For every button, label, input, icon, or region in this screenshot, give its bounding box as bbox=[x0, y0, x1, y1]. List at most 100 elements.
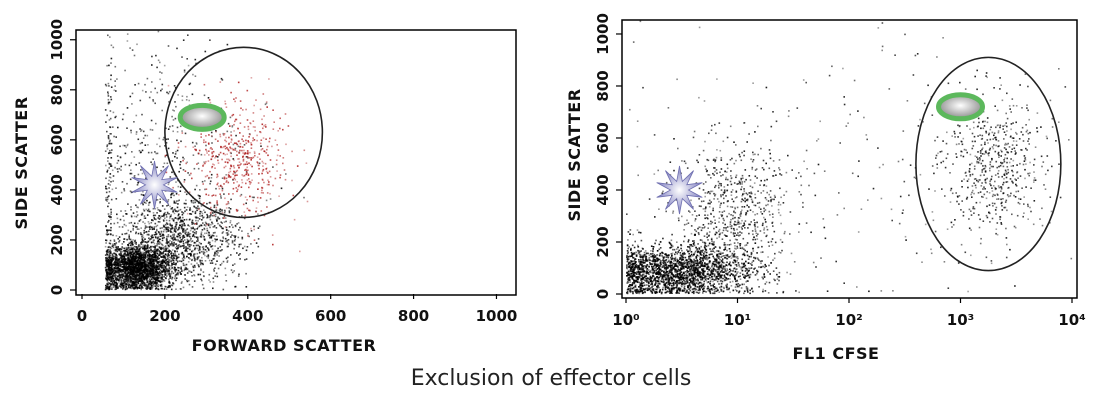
data-point bbox=[224, 267, 227, 270]
data-point bbox=[183, 255, 185, 257]
data-point bbox=[197, 226, 199, 229]
data-point bbox=[223, 133, 226, 135]
data-point bbox=[208, 273, 211, 276]
data-point bbox=[197, 205, 199, 207]
data-point bbox=[159, 233, 161, 235]
data-point bbox=[166, 11, 168, 13]
data-point bbox=[162, 214, 165, 216]
data-point bbox=[140, 265, 142, 267]
data-point bbox=[200, 234, 203, 236]
data-point bbox=[179, 241, 181, 244]
data-point bbox=[208, 223, 210, 225]
data-point bbox=[145, 248, 148, 250]
data-point bbox=[204, 249, 207, 251]
data-point bbox=[231, 242, 234, 244]
data-point bbox=[238, 158, 240, 160]
data-point bbox=[217, 247, 219, 250]
data-point bbox=[128, 242, 130, 245]
data-point bbox=[152, 239, 155, 242]
data-point bbox=[133, 245, 136, 248]
data-point bbox=[164, 154, 167, 157]
data-point bbox=[229, 146, 231, 149]
data-point bbox=[749, 273, 752, 276]
data-point bbox=[130, 261, 133, 263]
data-point bbox=[158, 137, 161, 140]
data-point bbox=[178, 244, 181, 246]
data-point bbox=[132, 275, 134, 277]
data-point bbox=[171, 278, 173, 280]
data-point bbox=[107, 285, 110, 288]
data-point bbox=[122, 144, 124, 147]
data-point bbox=[122, 254, 125, 257]
data-point bbox=[187, 244, 189, 246]
data-point bbox=[154, 253, 156, 256]
data-point bbox=[114, 166, 116, 169]
data-point bbox=[269, 176, 272, 178]
data-point bbox=[303, 196, 305, 199]
data-point bbox=[215, 235, 218, 237]
data-point bbox=[156, 224, 159, 227]
data-point bbox=[136, 264, 138, 267]
data-point bbox=[146, 274, 148, 276]
data-point bbox=[169, 230, 171, 232]
data-point bbox=[128, 254, 131, 257]
data-point bbox=[172, 282, 175, 285]
data-point bbox=[142, 221, 144, 223]
data-point bbox=[182, 242, 185, 245]
data-point bbox=[156, 277, 159, 280]
data-point bbox=[152, 281, 155, 283]
data-point bbox=[221, 212, 224, 214]
data-point bbox=[134, 248, 137, 251]
data-point bbox=[110, 269, 113, 271]
data-point bbox=[105, 239, 108, 242]
data-point bbox=[207, 234, 210, 236]
data-point bbox=[141, 287, 143, 289]
data-point bbox=[159, 210, 161, 212]
data-point bbox=[147, 260, 150, 262]
data-point bbox=[123, 238, 125, 240]
data-point bbox=[136, 277, 139, 280]
data-point bbox=[153, 254, 155, 256]
data-point bbox=[299, 250, 301, 253]
data-point bbox=[257, 201, 259, 203]
data-point bbox=[128, 237, 131, 239]
data-point bbox=[223, 145, 225, 148]
data-point bbox=[139, 277, 141, 280]
data-point bbox=[140, 274, 143, 277]
data-point bbox=[138, 274, 141, 277]
data-point bbox=[667, 280, 670, 282]
data-point bbox=[264, 162, 267, 165]
data-point bbox=[109, 216, 111, 219]
data-point bbox=[222, 288, 225, 291]
data-point bbox=[244, 258, 246, 261]
data-point bbox=[149, 267, 151, 270]
data-point bbox=[162, 265, 164, 268]
data-point bbox=[121, 266, 124, 268]
data-point bbox=[197, 273, 200, 276]
data-point bbox=[140, 284, 142, 286]
data-point bbox=[246, 152, 249, 155]
data-point bbox=[214, 213, 217, 216]
data-point bbox=[243, 217, 246, 220]
data-point bbox=[160, 253, 163, 255]
data-point bbox=[108, 270, 111, 272]
data-point bbox=[200, 233, 203, 235]
data-point bbox=[245, 286, 248, 288]
data-point bbox=[136, 252, 138, 255]
data-point bbox=[127, 272, 129, 275]
data-point bbox=[230, 131, 232, 133]
data-point bbox=[170, 251, 173, 253]
data-point bbox=[128, 266, 130, 269]
data-point bbox=[115, 253, 117, 256]
data-point bbox=[253, 196, 255, 199]
data-point bbox=[177, 229, 179, 231]
data-point bbox=[173, 110, 175, 112]
data-point bbox=[107, 91, 109, 93]
data-point bbox=[174, 270, 177, 273]
data-point bbox=[121, 257, 123, 260]
data-point bbox=[137, 274, 139, 276]
data-point bbox=[126, 33, 129, 35]
data-point bbox=[194, 75, 197, 77]
data-point bbox=[167, 260, 169, 263]
data-point bbox=[154, 250, 157, 253]
